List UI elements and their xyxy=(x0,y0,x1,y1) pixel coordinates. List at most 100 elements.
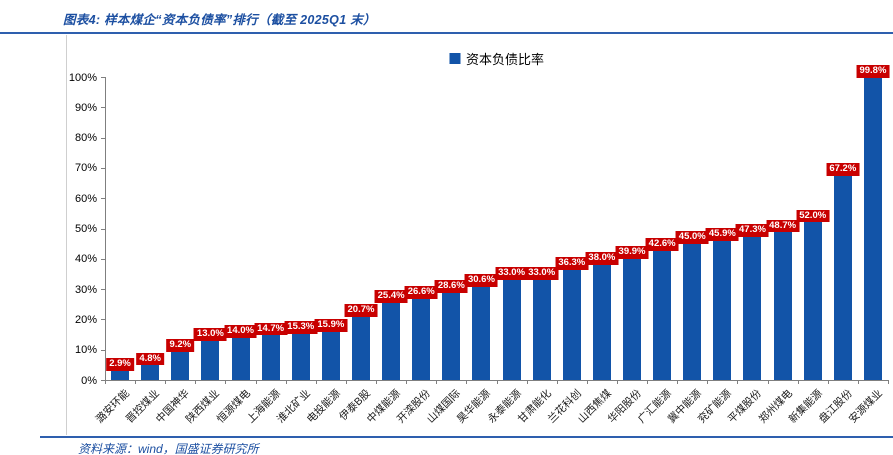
legend-label: 资本负债比率 xyxy=(465,52,545,67)
bar xyxy=(261,335,280,380)
bar xyxy=(201,340,220,380)
y-axis-tick-label: 10% xyxy=(74,344,97,357)
bar xyxy=(382,303,401,380)
x-axis-minor-tick xyxy=(285,381,287,384)
x-axis-minor-tick xyxy=(797,381,799,384)
y-axis-tick-label: 50% xyxy=(74,223,97,235)
y-axis-tick xyxy=(101,349,105,351)
chart-title: 图表4: 样本煤企“资本负债率”排行（截至 2025Q1 末） xyxy=(63,13,376,27)
y-axis-tick xyxy=(101,167,105,169)
bar xyxy=(743,236,762,380)
bar xyxy=(833,176,852,380)
x-axis-minor-tick xyxy=(105,381,106,384)
x-axis-minor-tick xyxy=(315,381,317,384)
y-axis-tick xyxy=(101,198,105,200)
bar xyxy=(562,270,581,380)
bar xyxy=(502,280,521,380)
bar xyxy=(683,243,702,380)
bar xyxy=(111,371,130,380)
x-axis-minor-tick xyxy=(406,381,408,384)
bar xyxy=(472,287,491,380)
x-axis-minor-tick xyxy=(586,381,588,384)
bar xyxy=(773,232,792,380)
bar-value-label: 15.9% xyxy=(314,318,348,332)
bar-value-label: 45.9% xyxy=(705,228,739,241)
bar-value-label: 25.4% xyxy=(374,290,408,304)
bar xyxy=(231,337,250,380)
x-axis-minor-tick xyxy=(647,381,649,384)
bar-value-label: 45.0% xyxy=(675,230,709,244)
y-axis-tick-label: 60% xyxy=(74,192,97,205)
y-axis-tick-label: 90% xyxy=(74,101,97,114)
bar-value-label: 99.8% xyxy=(856,64,890,78)
x-axis-minor-tick xyxy=(225,381,227,384)
bar-value-label: 33.0% xyxy=(525,267,559,281)
y-axis-tick xyxy=(101,258,105,260)
x-axis-minor-tick xyxy=(767,381,769,384)
bar-value-label: 42.6% xyxy=(645,238,679,251)
bar-value-label: 33.0% xyxy=(495,267,529,281)
bar-value-label: 13.0% xyxy=(193,327,227,341)
y-axis-tick-label: 40% xyxy=(74,253,97,266)
footer-divider xyxy=(40,436,893,438)
x-axis-minor-tick xyxy=(616,381,618,384)
bar-value-label: 26.6% xyxy=(404,286,438,300)
bar-value-label: 30.6% xyxy=(464,274,498,288)
page-margin-line xyxy=(66,35,67,435)
bar-value-label: 38.0% xyxy=(585,251,619,265)
x-axis-minor-tick xyxy=(857,381,859,384)
bar xyxy=(532,280,551,380)
x-axis-minor-tick xyxy=(707,381,709,384)
y-axis-line xyxy=(105,77,106,381)
bar xyxy=(863,77,882,380)
bar xyxy=(351,317,370,380)
y-axis-tick xyxy=(101,289,105,291)
x-axis-minor-tick xyxy=(255,381,257,384)
bar xyxy=(141,365,160,380)
y-axis-tick xyxy=(101,107,105,109)
x-axis-line xyxy=(105,380,889,381)
y-axis-tick-label: 100% xyxy=(68,71,97,84)
bar-value-label: 20.7% xyxy=(344,304,378,318)
y-axis-tick-label: 30% xyxy=(74,283,97,296)
y-axis-tick xyxy=(101,137,105,139)
bar-value-label: 39.9% xyxy=(615,246,649,260)
x-axis-minor-tick xyxy=(195,381,197,384)
bar-value-label: 52.0% xyxy=(796,209,830,223)
x-axis-minor-tick xyxy=(165,381,167,384)
x-axis-minor-tick xyxy=(677,381,679,384)
y-axis-tick-label: 70% xyxy=(74,162,97,175)
bar xyxy=(713,240,732,380)
bar-value-label: 2.9% xyxy=(106,358,134,372)
x-axis-minor-tick xyxy=(827,381,829,384)
bar xyxy=(803,222,822,380)
bar xyxy=(442,293,461,380)
chart-legend: 资本负债比率 xyxy=(448,49,545,68)
bar-value-label: 14.7% xyxy=(254,322,288,336)
bar xyxy=(171,352,190,380)
bar xyxy=(592,264,611,380)
x-axis-minor-tick xyxy=(135,381,137,384)
x-axis-minor-tick xyxy=(376,381,378,384)
y-axis-tick-label: 80% xyxy=(74,132,97,145)
bar xyxy=(291,333,310,380)
bar-value-label: 47.3% xyxy=(736,223,769,237)
y-axis-tick xyxy=(101,319,105,321)
y-axis-tick-label: 0% xyxy=(81,374,97,387)
bar xyxy=(321,331,340,380)
bar xyxy=(653,250,672,380)
bar-value-label: 15.3% xyxy=(284,320,318,334)
y-axis-tick xyxy=(101,228,105,230)
bar-value-label: 48.7% xyxy=(766,219,800,233)
x-axis-minor-tick xyxy=(496,381,498,384)
y-axis-tick xyxy=(101,77,105,78)
bar-value-label: 4.8% xyxy=(136,352,164,366)
y-axis-tick xyxy=(101,380,105,381)
x-axis-minor-tick xyxy=(888,381,889,384)
source-note: 资料来源：wind，国盛证券研究所 xyxy=(78,442,259,455)
bar-value-label: 14.0% xyxy=(224,324,257,338)
title-divider xyxy=(0,32,893,34)
y-axis-tick-label: 20% xyxy=(74,313,97,326)
bar-value-label: 9.2% xyxy=(166,339,195,353)
x-axis-minor-tick xyxy=(436,381,438,384)
